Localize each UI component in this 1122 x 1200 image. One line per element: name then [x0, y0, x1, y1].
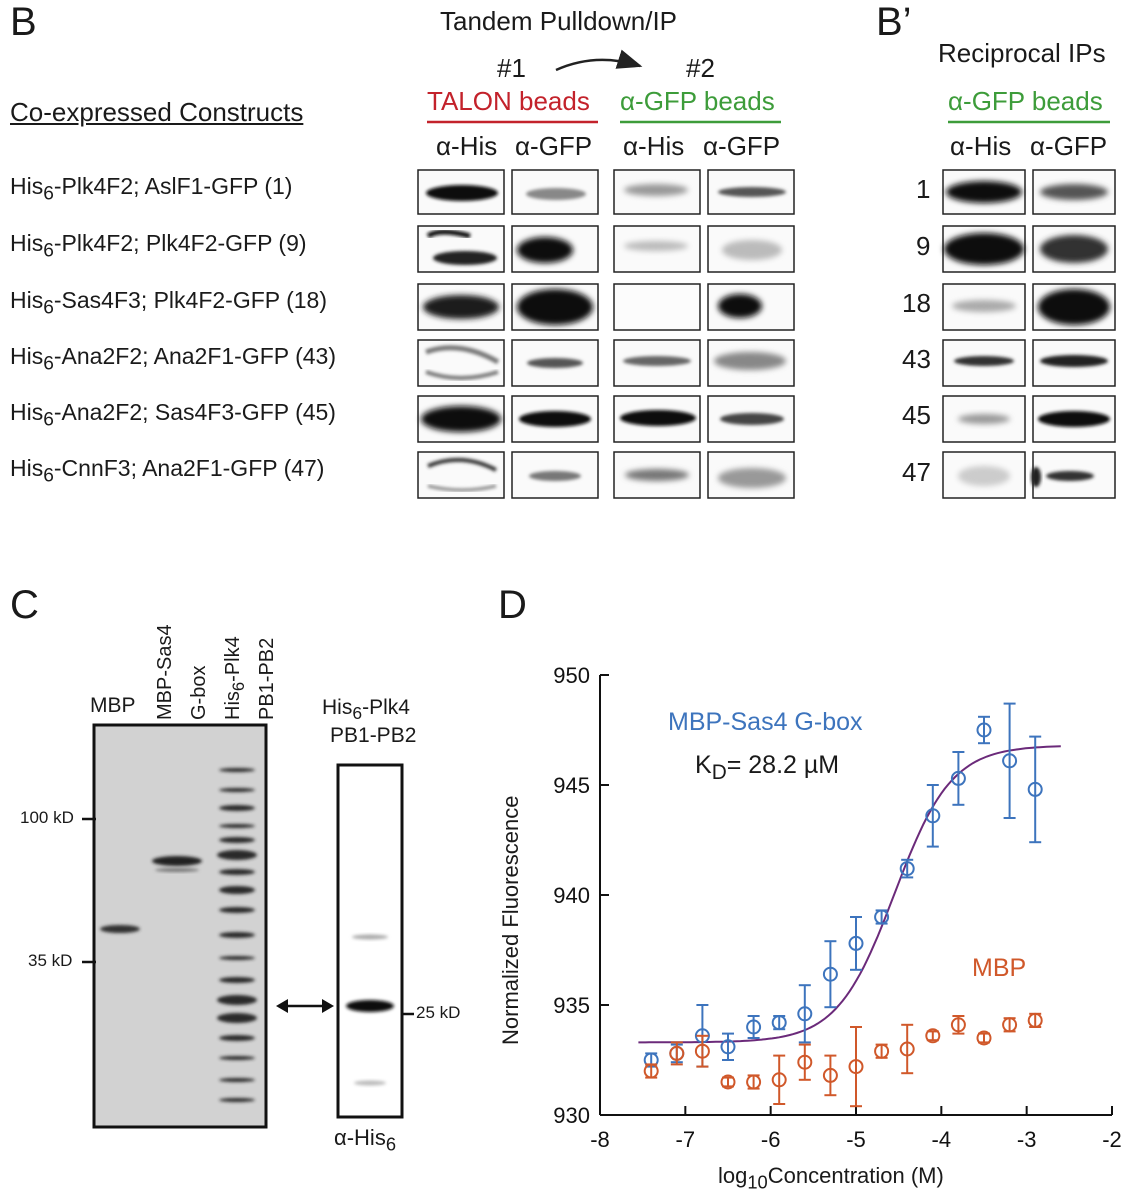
panel-c-letter: C [10, 583, 39, 627]
lane-label-gbox: G-box [188, 665, 210, 720]
inset-title-1: His6-Plk4 [322, 696, 410, 724]
lane-label-mbp: MBP [90, 694, 136, 717]
reciprocal-blots [942, 169, 1116, 499]
step-2-label: #2 [686, 53, 715, 83]
col-header-his-2: α-His [623, 131, 685, 161]
reciprocal-row-label: 18 [902, 288, 931, 318]
reciprocal-row-label: 1 [916, 174, 931, 204]
talon-beads-label: TALON beads [427, 86, 590, 116]
x-axis-label: log10Concentration (M) [718, 1163, 944, 1193]
construct-label: His6-Plk4F2; AslF1-GFP (1) [10, 173, 293, 205]
step-1-label: #1 [497, 53, 526, 83]
lane-label-his-plk4: His6-Plk4 [222, 636, 248, 720]
panel-d-letter: D [498, 583, 527, 627]
reciprocal-row-label: 47 [902, 457, 931, 487]
reciprocal-row-label: 43 [902, 344, 931, 374]
panel-b-prime-title: Reciprocal IPs [938, 38, 1106, 68]
construct-label: His6-Sas4F3; Plk4F2-GFP (18) [10, 287, 327, 319]
construct-label: His6-Plk4F2; Plk4F2-GFP (9) [10, 230, 307, 262]
reciprocal-col-gfp: α-GFP [1030, 131, 1108, 161]
gfp-beads-label-reciprocal: α-GFP beads [948, 86, 1103, 116]
panel-b-title: Tandem Pulldown/IP [440, 6, 678, 36]
reciprocal-col-his: α-His [950, 131, 1012, 161]
tandem-blots [417, 169, 795, 499]
gfp-beads-label-tandem: α-GFP beads [620, 86, 775, 116]
lane-label-mbp-sas4: MBP-Sas4 [154, 624, 176, 720]
tandem-arrow [555, 49, 643, 72]
construct-label: His6-Ana2F2; Sas4F3-GFP (45) [10, 399, 336, 431]
inset-antibody-label: α-His6 [334, 1125, 397, 1155]
inset-title-2: PB1-PB2 [330, 724, 417, 747]
reciprocal-row-label: 9 [916, 231, 931, 261]
y-axis-label: Normalized Fluorescence [498, 795, 523, 1045]
panel-b-prime-letter: B’ [876, 0, 912, 44]
col-header-his-1: α-His [436, 131, 498, 161]
kd-annotation: KD= 28.2 µM [695, 751, 840, 784]
panel-b-letter: B [10, 0, 37, 44]
reciprocal-row-label: 45 [902, 400, 931, 430]
constructs-header: Co-expressed Constructs [10, 97, 304, 127]
construct-label: His6-Ana2F2; Ana2F1-GFP (43) [10, 343, 336, 375]
col-header-gfp-2: α-GFP [703, 131, 781, 161]
sds-page-gel [82, 723, 414, 1129]
legend-sas4-gbox: MBP-Sas4 G-box [668, 708, 863, 736]
construct-label: His6-CnnF3; Ana2F1-GFP (47) [10, 455, 325, 487]
lane-label-pb1-pb2: PB1-PB2 [256, 637, 278, 720]
marker-35kd: 35 kD [28, 951, 73, 970]
inset-marker-25kd: 25 kD [416, 1003, 461, 1022]
col-header-gfp-1: α-GFP [515, 131, 593, 161]
legend-mbp: MBP [972, 954, 1027, 982]
marker-100kd: 100 kD [20, 808, 74, 827]
